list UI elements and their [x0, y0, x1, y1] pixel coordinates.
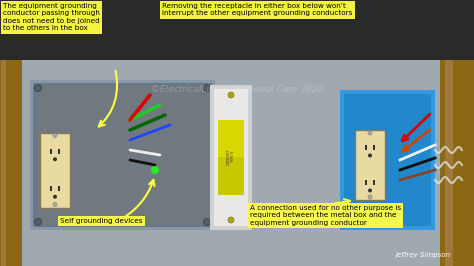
- Bar: [218, 120, 244, 157]
- Bar: [445, 60, 453, 266]
- Bar: [0, 60, 22, 266]
- Bar: [344, 94, 431, 226]
- Bar: [58, 149, 60, 154]
- Circle shape: [368, 195, 372, 199]
- Circle shape: [368, 189, 372, 193]
- Bar: [1, 60, 6, 266]
- Bar: [58, 186, 60, 191]
- Circle shape: [203, 218, 210, 226]
- Bar: [33, 83, 212, 227]
- Bar: [440, 60, 474, 266]
- Bar: [365, 180, 367, 185]
- Bar: [340, 90, 435, 230]
- Circle shape: [53, 202, 57, 206]
- Circle shape: [53, 157, 57, 161]
- Bar: [50, 149, 52, 154]
- Bar: [210, 85, 252, 230]
- Bar: [40, 132, 70, 207]
- Text: Removing the receptacle in either box below won’t
interrupt the other equipment : Removing the receptacle in either box be…: [162, 3, 352, 16]
- Bar: [22, 60, 440, 266]
- Circle shape: [368, 131, 372, 135]
- Circle shape: [368, 153, 372, 157]
- Bar: [30, 80, 215, 230]
- Text: Self grounding devices: Self grounding devices: [60, 218, 143, 224]
- Bar: [214, 89, 248, 226]
- Bar: [373, 180, 375, 185]
- Circle shape: [151, 166, 159, 174]
- Circle shape: [203, 85, 210, 92]
- Bar: [40, 132, 70, 207]
- Text: The equipment grounding
conductor passing through
does not need to be joined
to : The equipment grounding conductor passin…: [3, 3, 100, 31]
- Text: A connection used for no other purpose is
required between the metal box and the: A connection used for no other purpose i…: [250, 205, 401, 226]
- Circle shape: [53, 195, 57, 199]
- Bar: [355, 130, 385, 200]
- Text: Jeffrey Simpson: Jeffrey Simpson: [395, 252, 450, 258]
- Circle shape: [228, 92, 234, 98]
- Text: ©ElectricalLicenseRenewal.Com 2020: ©ElectricalLicenseRenewal.Com 2020: [151, 85, 323, 94]
- Bar: [50, 186, 52, 191]
- Circle shape: [228, 217, 234, 223]
- Circle shape: [35, 218, 42, 226]
- Bar: [218, 120, 244, 195]
- Bar: [355, 130, 385, 200]
- Bar: [373, 145, 375, 150]
- Bar: [36, 86, 209, 224]
- Text: CONDUIT
TYPE X: CONDUIT TYPE X: [227, 149, 235, 165]
- Circle shape: [35, 85, 42, 92]
- Bar: [365, 145, 367, 150]
- Circle shape: [53, 134, 57, 138]
